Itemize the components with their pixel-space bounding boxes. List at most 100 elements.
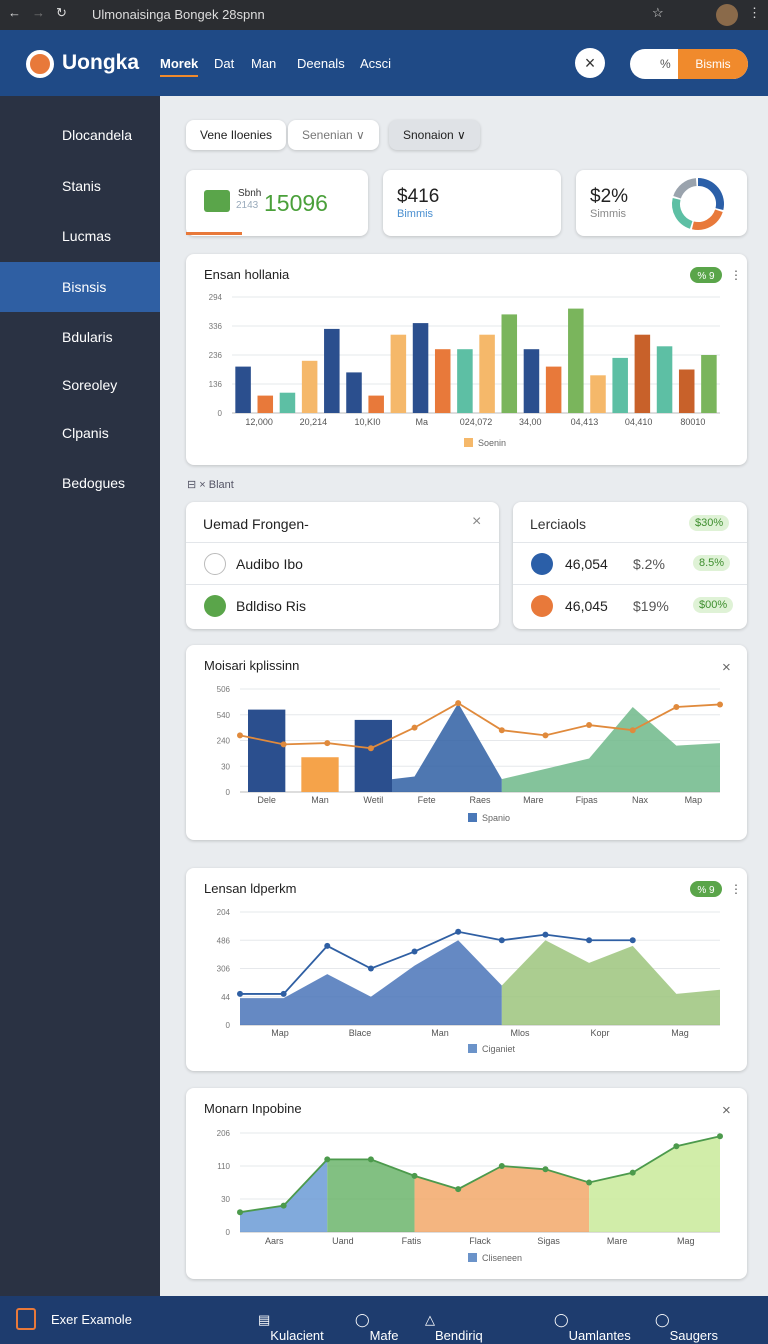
side-item[interactable]: Stanis (62, 178, 101, 194)
badge: % 9 (697, 271, 715, 282)
side-item[interactable]: Bisnsis (0, 262, 160, 312)
bar (457, 349, 473, 413)
point (411, 1172, 418, 1179)
legend-swatch (468, 813, 477, 822)
x-tick-label: Map (271, 1028, 289, 1038)
url[interactable]: Ulmonaisinga Bongek 28spnn (92, 7, 265, 22)
x-tick-label: Nax (632, 795, 649, 805)
point (280, 1202, 287, 1209)
back[interactable]: ← (8, 5, 21, 20)
row-icon (531, 595, 553, 617)
x-tick-label: Mare (607, 1236, 628, 1246)
x-tick-label: Man (311, 795, 329, 805)
bar (656, 346, 673, 413)
reload[interactable]: ↻ (56, 5, 67, 20)
point (280, 990, 287, 997)
bar (434, 349, 451, 413)
filter[interactable]: Vene Iloenies (186, 120, 287, 150)
footer-item[interactable]: ◯ Uamlantes (554, 1312, 631, 1343)
footer-item[interactable]: ◯ Saugers (655, 1312, 718, 1343)
avatar[interactable] (716, 4, 738, 26)
side-item[interactable]: Lucmas (62, 228, 112, 244)
y-tick-label: 336 (209, 322, 223, 331)
chart-title: Moisari kplissinn (204, 658, 299, 673)
nav-item[interactable]: Man (251, 56, 277, 71)
point (280, 741, 287, 748)
bar (479, 334, 495, 413)
area (240, 940, 502, 1025)
side-item[interactable]: Bdularis (62, 329, 113, 345)
nav-item[interactable]: Acsci (360, 56, 392, 71)
footer: Exer Examole ▤ Kulacient ◯ Mafe △ Bendir… (0, 1296, 768, 1344)
chart-card: Lensan ldperkm % 9 ⋮ 0 44 306 486 204 Map Blace Ma… (186, 868, 747, 1071)
point (367, 1156, 374, 1163)
kpi-label: Simmis (590, 208, 627, 220)
badge-bg (690, 881, 722, 897)
footer-text: Mafe (369, 1328, 399, 1343)
footer-item[interactable]: ◯ Mafe (355, 1312, 399, 1343)
bar (324, 328, 340, 413)
kpi-value: $416 (397, 186, 440, 207)
browser-bar: ← → ↻ Ulmonaisinga Bongek 28spnn ☆ ⋮ (0, 0, 768, 30)
list-card: Lerciaols $30% 46,054 $.2% 8.5% 46,045 $19%… (513, 502, 747, 629)
menu[interactable]: ⋮ (748, 5, 761, 20)
x-tick-label: Man (431, 1028, 449, 1038)
side-item[interactable]: Soreoley (62, 377, 118, 393)
legend-label: Soenin (478, 438, 506, 448)
area (327, 1159, 415, 1232)
star[interactable]: ☆ (652, 5, 664, 20)
footer-item[interactable]: △ Bendiriq (425, 1312, 483, 1343)
list-row[interactable]: Audibo Ibo (186, 542, 499, 584)
legend-swatch (464, 438, 473, 447)
side-item[interactable]: Dlocandela (62, 127, 133, 143)
legend-label: Cliseneen (482, 1253, 522, 1263)
x-tick-label: Mare (523, 795, 544, 805)
chart-title: Ensan hollania (204, 267, 290, 282)
list-card: Uemad Frongen- × Audibo Ibo Bdldiso Ris (186, 502, 499, 629)
filter[interactable]: Senenian ∨ (288, 120, 379, 150)
bar (257, 395, 274, 413)
logo[interactable]: Uongka (62, 51, 140, 74)
y-tick-label: 136 (209, 380, 223, 389)
x-tick-label: 34,00 (519, 417, 542, 427)
filter[interactable]: Snonaion ∨ (389, 120, 480, 150)
list-row[interactable]: 46,045 $19% $00% (513, 584, 747, 626)
point (586, 937, 593, 944)
chart-card: Moisari kplissinn × 0 30 240 540 506 Dele Man Wet… (186, 645, 747, 840)
point (717, 1133, 723, 1140)
point (542, 732, 549, 739)
point (455, 700, 462, 707)
y-tick-label: 306 (217, 965, 231, 974)
nav-item[interactable]: Dat (214, 56, 235, 71)
line (240, 930, 633, 995)
kpi-bar (186, 232, 242, 235)
close-button[interactable]: × (575, 48, 605, 78)
footer-item[interactable]: ▤ Kulacient (258, 1312, 324, 1343)
point (411, 948, 418, 955)
bar (590, 375, 606, 413)
side-item[interactable]: Clpanis (62, 425, 109, 441)
area (501, 940, 720, 1025)
close: × (722, 659, 731, 676)
action-button[interactable]: Bismis (678, 49, 748, 79)
footer-text: Bendiriq (435, 1328, 483, 1343)
side-item[interactable]: Bedogues (62, 475, 126, 491)
x-tick-label: 20,214 (300, 417, 328, 427)
x-tick-label: Mag (671, 1028, 689, 1038)
bar (568, 308, 584, 413)
nav-item[interactable]: Deenals (297, 56, 345, 71)
cell: 46,045 (565, 598, 608, 614)
list-row[interactable]: Bdldiso Ris (186, 584, 499, 626)
forward[interactable]: → (32, 5, 45, 20)
row-icon (204, 553, 226, 575)
point (542, 1166, 549, 1173)
list-row[interactable]: 46,054 $.2% 8.5% (513, 542, 747, 584)
nav-item[interactable]: Morek (160, 56, 199, 77)
donut (672, 178, 724, 230)
point (455, 928, 462, 935)
filter-label: Senenian (302, 128, 353, 142)
list-title: Lerciaols (530, 516, 587, 532)
bar (412, 323, 429, 413)
close[interactable]: × (472, 513, 482, 530)
footer-item[interactable]: Exer Examole (51, 1312, 132, 1327)
